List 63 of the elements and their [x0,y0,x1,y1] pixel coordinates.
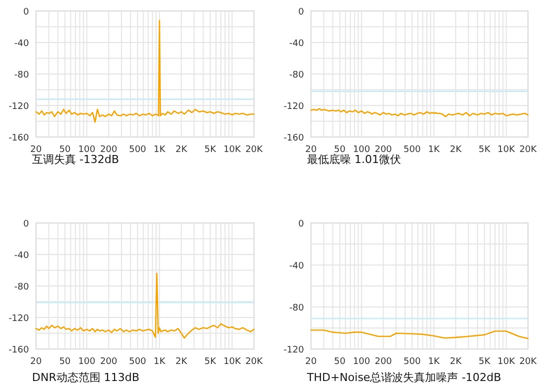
y-tick-label: 0 [23,220,30,230]
x-tick-label: 5K [204,357,218,367]
x-tick-label: 50 [334,357,346,367]
x-tick-label: 2K [450,145,463,155]
y-tick-label: -160 [8,134,30,144]
x-tick-label: 1K [154,145,166,155]
x-tick-label: 50 [334,145,346,155]
x-tick-label: 500 [128,357,146,367]
text: 最低底噪 1.01微伏 [307,153,401,166]
x-tick-label: 5K [204,145,218,155]
x-tick-label: 1K [154,357,166,367]
y-tick-label: 0 [23,8,30,18]
y-tick-label: -40 [14,39,30,49]
x-tick-label: 2K [176,145,188,155]
text: 互调失真 -132dB [32,153,119,166]
y-tick-label: -120 [284,346,304,356]
x-tick-label: 20K [245,357,264,367]
y-tick-label: -120 [284,102,304,112]
x-tick-label: 10K [223,145,242,155]
y-tick-label: 0 [298,220,304,230]
x-tick-label: 20 [30,145,42,155]
x-tick-label: 100 [352,145,370,155]
y-tick-label: -120 [8,314,30,324]
y-tick-label: -40 [289,262,304,272]
x-tick-label: 500 [404,357,421,367]
x-tick-label: 2K [450,357,463,367]
x-tick-label: 100 [78,357,96,367]
x-tick-label: 50 [59,145,71,155]
y-tick-label: -160 [8,346,30,356]
x-tick-label: 100 [352,357,370,367]
x-tick-label: 5K [478,145,492,155]
x-tick-label: 200 [374,145,392,155]
y-tick-label: -80 [14,282,30,292]
x-tick-label: 500 [128,145,146,155]
text: DNR动态范围 113dB [32,371,140,384]
x-tick-label: 20 [305,357,317,367]
y-tick-label: -40 [14,251,30,261]
y-tick-label: -80 [14,70,30,80]
y-tick-label: -120 [8,102,30,112]
x-tick-label: 200 [100,357,118,367]
x-tick-label: 10K [498,357,516,367]
x-tick-label: 20K [519,145,538,155]
x-tick-label: 200 [374,357,392,367]
x-tick-label: 200 [100,145,118,155]
x-tick-label: 20 [30,357,42,367]
x-tick-label: 50 [59,357,71,367]
x-tick-label: 5K [478,357,492,367]
y-tick-label: -160 [284,134,304,144]
x-tick-label: 20K [245,145,264,155]
x-tick-label: 20K [519,357,538,367]
x-tick-label: 1K [428,145,441,155]
x-tick-label: 10K [223,357,242,367]
x-tick-label: 500 [404,145,421,155]
x-tick-label: 100 [78,145,96,155]
text: THD+Noise总谐波失真加噪声 -102dB [306,371,502,384]
y-tick-label: 0 [298,8,304,18]
y-tick-label: -80 [289,304,304,314]
y-tick-label: -40 [289,39,304,49]
x-tick-label: 10K [498,145,516,155]
x-tick-label: 20 [305,145,317,155]
y-tick-label: -80 [289,70,304,80]
x-tick-label: 2K [176,357,188,367]
x-tick-label: 1K [428,357,441,367]
